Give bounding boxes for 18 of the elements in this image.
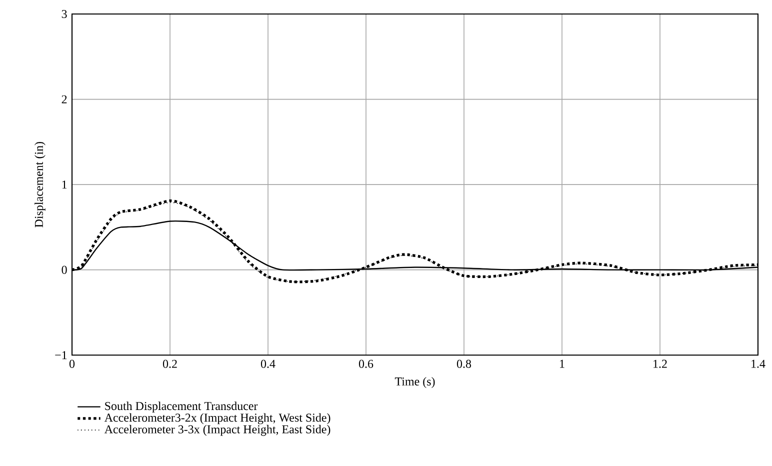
x-tick-label: 1.4 xyxy=(752,360,766,368)
x-tick-label: 0.8 xyxy=(456,360,472,368)
legend-label: Accelerometer 3-3x (Impact Height, East Side) xyxy=(104,425,330,436)
x-tick-label: 1 xyxy=(560,360,564,368)
x-tick-label: 1.2 xyxy=(654,360,667,368)
y-tick-label: 3 xyxy=(62,10,67,18)
x-tick-label: 0.2 xyxy=(162,360,177,368)
y-axis-title: Displacement (in) xyxy=(34,142,46,228)
x-axis-title: Time (s) xyxy=(394,377,435,388)
legend-label: Accelerometer3-2x (Impact Height, West Side) xyxy=(104,413,330,424)
legend-label: South Displacement Transducer xyxy=(105,402,258,413)
y-tick-label: 0 xyxy=(62,266,67,274)
x-tick-label: 0 xyxy=(69,360,75,368)
x-tick-label: 0.4 xyxy=(260,360,276,368)
y-tick-label: −1 xyxy=(55,351,67,360)
y-tick-label: 2 xyxy=(62,95,67,104)
y-tick-label: 1 xyxy=(62,180,67,189)
x-tick-label: 0.6 xyxy=(358,360,374,368)
